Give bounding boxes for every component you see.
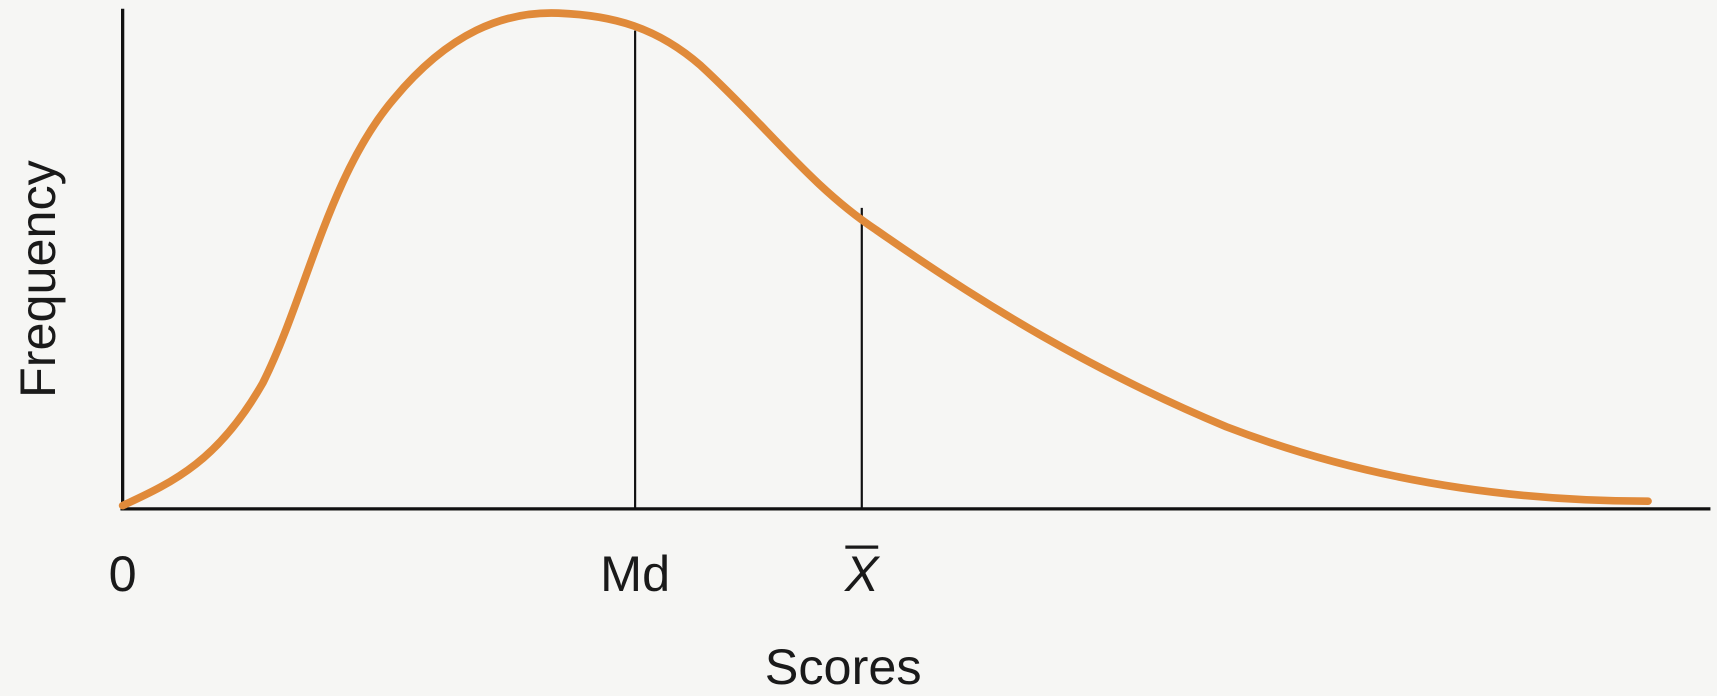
distribution-curve xyxy=(118,9,1652,510)
x-axis-label: Scores xyxy=(765,638,922,695)
origin-label: 0 xyxy=(109,545,137,602)
mean-label: X xyxy=(844,545,881,602)
median-label: Md xyxy=(600,545,670,602)
y-axis-label: Frequency xyxy=(9,159,66,398)
